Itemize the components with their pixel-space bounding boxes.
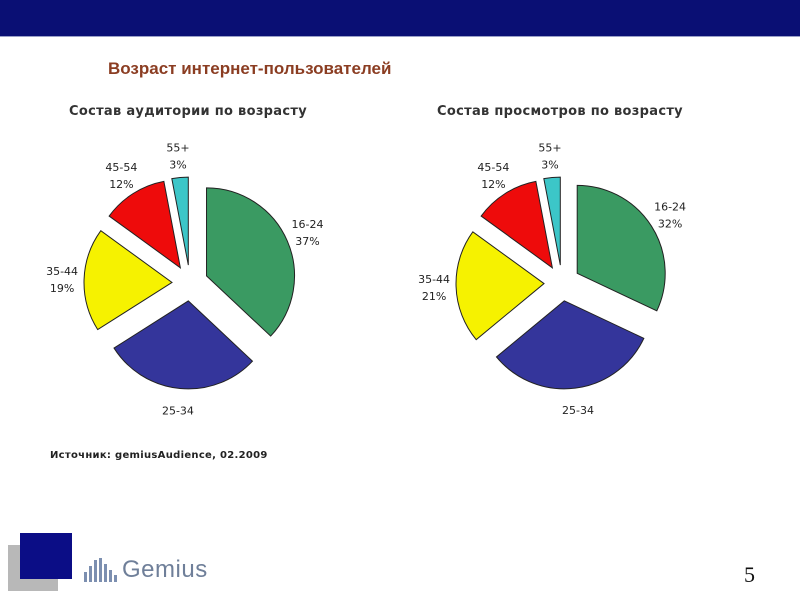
slice-label-16-24: 16-24 37% <box>291 218 323 248</box>
pie-slice-16-24 <box>206 187 295 337</box>
slice-value-label: 12% <box>109 178 133 191</box>
slice-category-label: 45-54 <box>105 161 137 174</box>
slice-value-label: 3% <box>541 159 558 172</box>
slice-label-35-44: 35-44 21% <box>418 273 450 303</box>
slice-category-label: 16-24 <box>654 200 686 213</box>
slice-value-label: 21% <box>422 290 446 303</box>
slice-label-25-34: 25-34 <box>162 404 194 417</box>
slice-label-55+: 55+3% <box>538 142 561 172</box>
header-bar <box>0 0 800 36</box>
pie-slice-35-44 <box>455 231 545 341</box>
pie-slice-25-34 <box>495 300 645 390</box>
slice-value-label: 12% <box>481 178 505 191</box>
gemius-logo-text: Gemius <box>122 556 208 583</box>
pie-slice-25-34 <box>113 300 254 390</box>
slice-label-45-54: 45-54 12% <box>105 161 137 191</box>
slice-label-45-54: 45-54 12% <box>477 161 509 191</box>
slice-value-label: 37% <box>295 235 319 248</box>
audience-pie-chart: Состав аудитории по возрасту 16-24 37% 25-… <box>38 98 378 438</box>
page-number: 5 <box>744 562 755 587</box>
gemius-logo-bars-icon <box>84 558 118 582</box>
corner-square <box>20 533 72 579</box>
slice-category-label: 25-34 <box>562 404 594 417</box>
slice-category-label: 55+ <box>538 142 561 155</box>
slice-label-35-44: 35-44 19% <box>46 265 78 295</box>
slice-value-label: 32% <box>658 217 682 230</box>
source-note: Источник: gemiusAudience, 02.2009 <box>50 450 268 461</box>
pie-slice-35-44 <box>83 230 173 331</box>
slice-category-label: 35-44 <box>418 273 450 286</box>
slide-title: Возраст интернет-пользователей <box>108 59 392 78</box>
audience-chart-title: Состав аудитории по возрасту <box>69 104 307 119</box>
pie-slice-45-54 <box>480 180 554 269</box>
slice-category-label: 55+ <box>166 142 189 155</box>
pie-slice-55+ <box>543 176 561 266</box>
pie-slice-55+ <box>171 176 189 266</box>
views-chart-title: Состав просмотров по возрасту <box>437 104 683 119</box>
slice-label-55+: 55+3% <box>166 142 189 172</box>
slice-category-label: 35-44 <box>46 265 78 278</box>
slice-value-label: 19% <box>50 282 74 295</box>
slice-label-16-24: 16-24 32% <box>654 200 686 230</box>
slice-label-25-34: 25-34 <box>562 404 594 417</box>
slice-category-label: 45-54 <box>477 161 509 174</box>
views-pie-chart: Состав просмотров по возрасту 16-24 32% 25… <box>410 98 750 438</box>
slice-value-label: 3% <box>169 159 186 172</box>
slice-category-label: 25-34 <box>162 404 194 417</box>
pie-slice-16-24 <box>576 184 666 312</box>
slice-category-label: 16-24 <box>291 218 323 231</box>
header-divider <box>0 36 800 37</box>
pie-slice-45-54 <box>108 180 182 269</box>
